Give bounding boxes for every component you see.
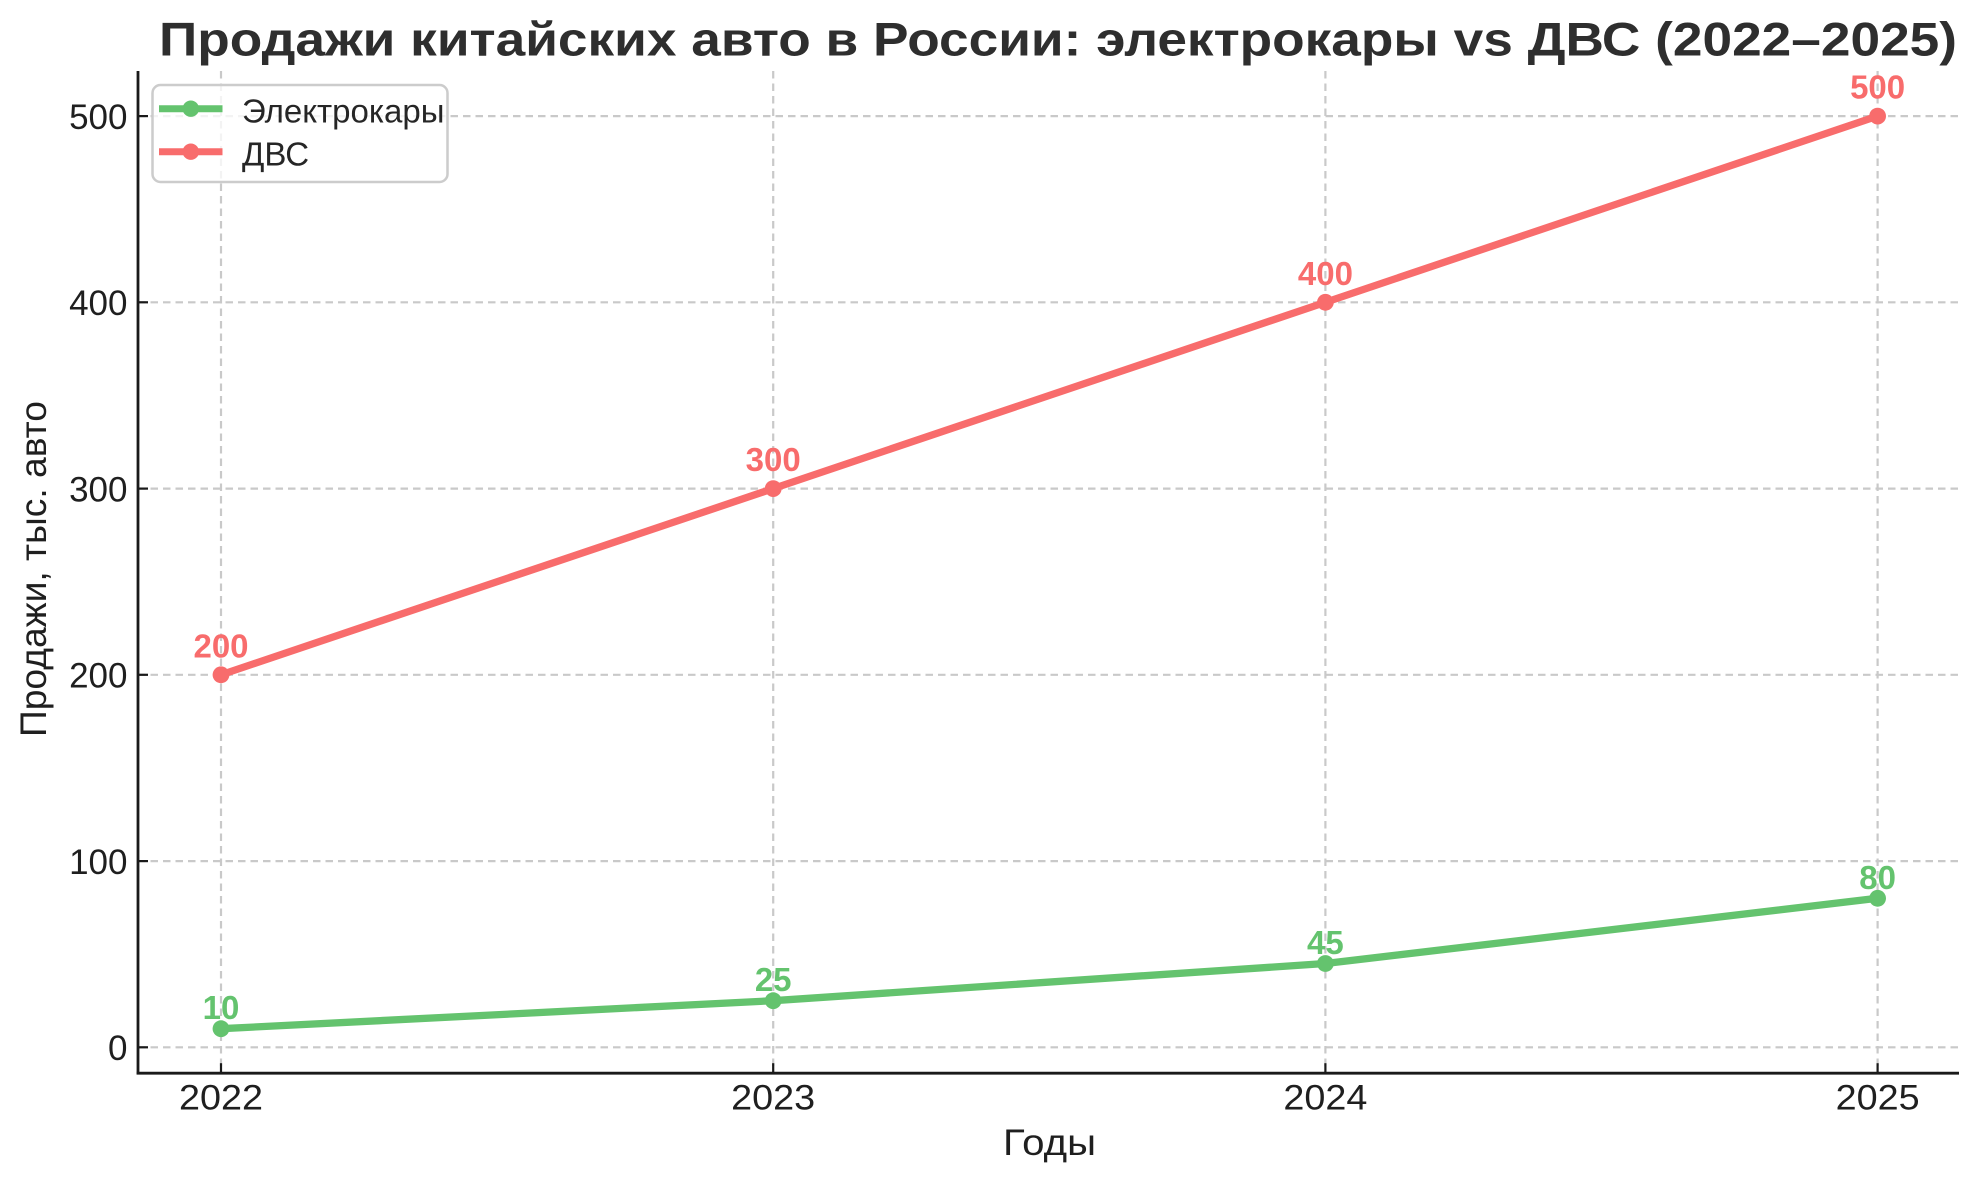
- svg-text:100: 100: [69, 843, 127, 882]
- svg-text:2025: 2025: [1836, 1078, 1920, 1117]
- svg-text:45: 45: [1307, 924, 1344, 961]
- svg-text:Продажи китайских авто в Росси: Продажи китайских авто в России: электро…: [159, 13, 1957, 66]
- svg-text:200: 200: [69, 657, 127, 696]
- svg-text:Продажи, тыс. авто: Продажи, тыс. авто: [13, 401, 54, 737]
- svg-text:25: 25: [755, 961, 792, 998]
- svg-text:400: 400: [69, 284, 127, 323]
- svg-text:Годы: Годы: [1003, 1122, 1096, 1163]
- svg-text:400: 400: [1298, 255, 1353, 292]
- svg-text:500: 500: [69, 98, 127, 137]
- svg-text:0: 0: [108, 1029, 127, 1068]
- svg-text:10: 10: [203, 989, 240, 1026]
- svg-text:300: 300: [746, 441, 801, 478]
- svg-text:2023: 2023: [731, 1078, 815, 1117]
- svg-text:200: 200: [193, 627, 248, 664]
- svg-text:2022: 2022: [179, 1078, 263, 1117]
- svg-text:Электрокары: Электрокары: [242, 93, 444, 130]
- svg-text:2024: 2024: [1283, 1078, 1367, 1117]
- svg-text:80: 80: [1859, 859, 1896, 896]
- svg-text:300: 300: [69, 470, 127, 509]
- svg-text:500: 500: [1850, 69, 1905, 106]
- svg-text:ДВС: ДВС: [242, 136, 309, 173]
